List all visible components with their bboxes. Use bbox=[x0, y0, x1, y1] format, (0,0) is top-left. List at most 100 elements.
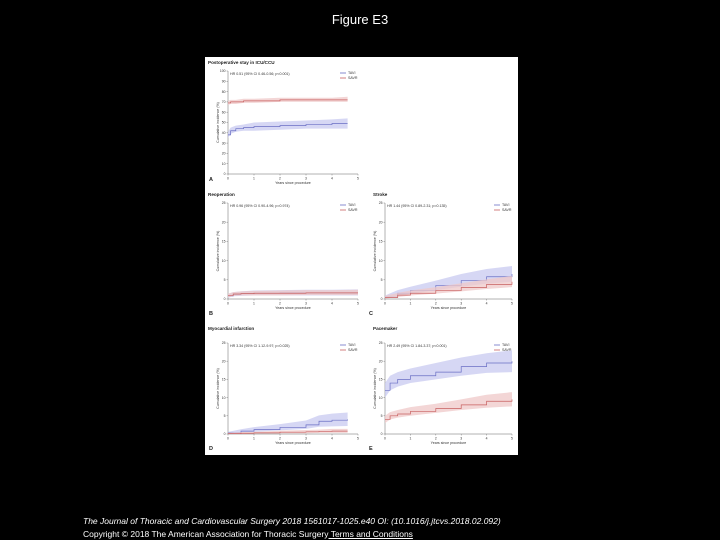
panel-letter: E bbox=[369, 446, 373, 452]
x-tick-label: 0 bbox=[384, 437, 386, 441]
x-tick-label: 3 bbox=[460, 437, 462, 441]
y-tick-label: 25 bbox=[379, 341, 383, 345]
legend-label: SAVR bbox=[348, 76, 358, 80]
y-tick-label: 60 bbox=[222, 110, 226, 114]
km-panel-b: Reoperation HR 0.96 (95% CI 0.90-4.96; p=… bbox=[208, 192, 359, 317]
x-tick-label: 1 bbox=[253, 437, 255, 441]
series-line-savr bbox=[228, 292, 358, 296]
legend-label: TAVI bbox=[348, 203, 355, 207]
x-tick-label: 1 bbox=[253, 302, 255, 306]
y-tick-label: 15 bbox=[222, 240, 226, 244]
panel-letter: C bbox=[369, 311, 373, 317]
legend-label: SAVR bbox=[502, 208, 512, 212]
legend-label: TAVI bbox=[348, 71, 355, 75]
series-line-tavi bbox=[228, 419, 348, 434]
series-line-tavi bbox=[385, 361, 513, 391]
x-axis-label: Years since procedure bbox=[275, 306, 311, 310]
ci-band-savr bbox=[385, 392, 512, 424]
x-tick-label: 4 bbox=[331, 302, 333, 306]
panel-letter: B bbox=[209, 311, 213, 317]
x-tick-label: 4 bbox=[486, 437, 488, 441]
y-tick-label: 90 bbox=[222, 80, 226, 84]
panel-title: Reoperation bbox=[208, 192, 235, 197]
copyright-text: Copyright © 2018 The American Associatio… bbox=[83, 529, 329, 539]
km-panel-a: Postoperative stay in ICU/CCU HR 0.51 (95… bbox=[208, 60, 359, 185]
y-tick-label: 5 bbox=[381, 414, 383, 418]
y-tick-label: 20 bbox=[222, 220, 226, 224]
km-figure-svg: Postoperative stay in ICU/CCU HR 0.51 (95… bbox=[208, 60, 513, 452]
y-tick-label: 10 bbox=[379, 396, 383, 400]
y-tick-label: 0 bbox=[224, 297, 226, 301]
panel-title: Stroke bbox=[373, 192, 388, 197]
y-axis-label: Cumulative incidence (%) bbox=[373, 368, 377, 409]
y-tick-label: 10 bbox=[222, 259, 226, 263]
panel-title: Pacemaker bbox=[373, 326, 397, 331]
x-tick-label: 2 bbox=[279, 302, 281, 306]
y-tick-label: 100 bbox=[220, 69, 226, 73]
panel-title: Postoperative stay in ICU/CCU bbox=[208, 60, 275, 65]
x-axis-label: Years since procedure bbox=[431, 306, 467, 310]
x-tick-label: 0 bbox=[227, 177, 229, 181]
y-tick-label: 20 bbox=[222, 152, 226, 156]
ci-band-tavi bbox=[385, 350, 512, 398]
x-tick-label: 5 bbox=[511, 302, 513, 306]
x-tick-label: 2 bbox=[279, 177, 281, 181]
legend-label: TAVI bbox=[348, 343, 355, 347]
y-tick-label: 50 bbox=[222, 121, 226, 125]
ci-band-savr bbox=[228, 96, 348, 105]
legend-label: SAVR bbox=[348, 348, 358, 352]
y-tick-label: 15 bbox=[222, 378, 226, 382]
panel-title: Myocardial infarction bbox=[208, 326, 254, 331]
y-tick-label: 15 bbox=[379, 378, 383, 382]
y-tick-label: 10 bbox=[379, 259, 383, 263]
y-tick-label: 5 bbox=[224, 278, 226, 282]
x-tick-label: 5 bbox=[357, 302, 359, 306]
y-tick-label: 20 bbox=[379, 220, 383, 224]
series-line-savr bbox=[228, 430, 348, 434]
x-tick-label: 2 bbox=[279, 437, 281, 441]
y-axis-label: Cumulative incidence (%) bbox=[216, 231, 220, 272]
series-line-tavi bbox=[228, 123, 348, 136]
x-tick-label: 4 bbox=[486, 302, 488, 306]
terms-link[interactable]: Terms and Conditions bbox=[328, 529, 413, 539]
y-tick-label: 25 bbox=[222, 201, 226, 205]
hr-annotation: HR 2.49 (95% CI 1.84-3.37; p<0.001) bbox=[387, 344, 447, 348]
x-tick-label: 2 bbox=[435, 437, 437, 441]
y-tick-label: 30 bbox=[222, 141, 226, 145]
x-tick-label: 3 bbox=[305, 177, 307, 181]
legend-label: TAVI bbox=[502, 343, 509, 347]
series-line-savr bbox=[385, 281, 513, 298]
y-tick-label: 0 bbox=[224, 432, 226, 436]
x-tick-label: 2 bbox=[435, 302, 437, 306]
series-line-savr bbox=[228, 99, 348, 104]
y-tick-label: 5 bbox=[381, 278, 383, 282]
x-tick-label: 0 bbox=[227, 302, 229, 306]
y-tick-label: 40 bbox=[222, 131, 226, 135]
x-tick-label: 5 bbox=[357, 437, 359, 441]
km-panel-d: Myocardial infarction HR 3.34 (95% CI 1.1… bbox=[208, 326, 359, 452]
x-tick-label: 0 bbox=[384, 302, 386, 306]
y-tick-label: 25 bbox=[222, 341, 226, 345]
y-tick-label: 25 bbox=[379, 201, 383, 205]
y-axis-label: Cumulative incidence (%) bbox=[216, 102, 220, 143]
y-tick-label: 0 bbox=[381, 432, 383, 436]
ci-band-tavi bbox=[228, 118, 348, 138]
slide-title: Figure E3 bbox=[331, 12, 389, 27]
y-tick-label: 20 bbox=[222, 359, 226, 363]
hr-annotation: HR 0.96 (95% CI 0.90-4.96; p=0.974) bbox=[230, 204, 290, 208]
x-tick-label: 5 bbox=[511, 437, 513, 441]
y-tick-label: 0 bbox=[381, 297, 383, 301]
y-tick-label: 10 bbox=[222, 396, 226, 400]
km-panel-c: Stroke HR 1.44 (95% CI 0.89-2.31; p=0.135… bbox=[369, 192, 513, 317]
hr-annotation: HR 3.34 (95% CI 1.12-9.97; p=0.025) bbox=[230, 344, 290, 348]
y-tick-label: 15 bbox=[379, 240, 383, 244]
x-tick-label: 3 bbox=[305, 302, 307, 306]
y-tick-label: 70 bbox=[222, 100, 226, 104]
y-tick-label: 80 bbox=[222, 90, 226, 94]
legend-label: TAVI bbox=[502, 203, 509, 207]
km-panel-e: Pacemaker HR 2.49 (95% CI 1.84-3.37; p<0.… bbox=[369, 326, 513, 452]
legend-label: SAVR bbox=[502, 348, 512, 352]
panel-letter: D bbox=[209, 446, 213, 452]
hr-annotation: HR 0.51 (95% CI 0.46-0.56; p<0.001) bbox=[230, 72, 290, 76]
x-tick-label: 3 bbox=[305, 437, 307, 441]
